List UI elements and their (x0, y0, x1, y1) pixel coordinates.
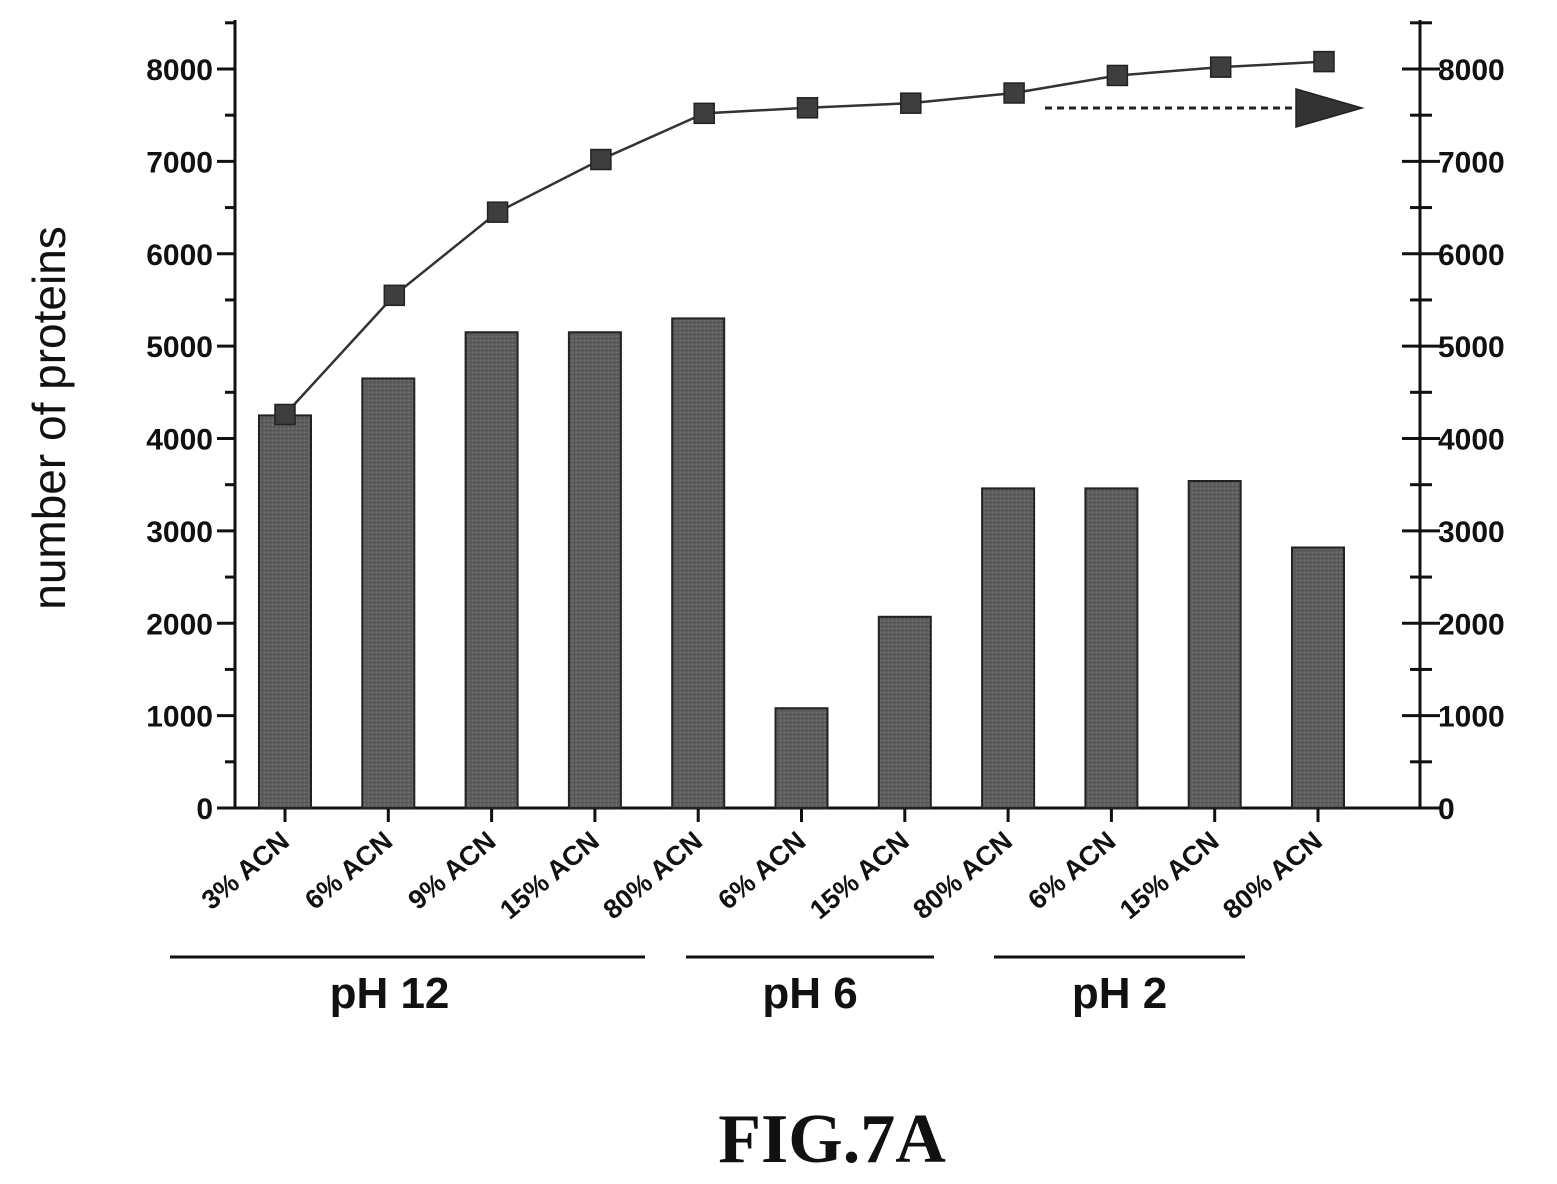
right-tick-label: 1000 (1438, 701, 1505, 734)
arrow-head (1295, 88, 1365, 128)
category-label: 15% ACN (804, 826, 914, 926)
right-tick-label: 6000 (1438, 239, 1505, 272)
line-marker (900, 92, 922, 114)
left-tick-label: 6000 (146, 239, 213, 272)
bar (567, 331, 622, 809)
line-marker (796, 97, 819, 119)
right-tick-label: 3000 (1438, 516, 1505, 549)
category-label: 80% ACN (907, 826, 1017, 926)
labels: 0 1000 2000 3000 4000 5000 6000 7000 8000 0 1000 20… (146, 54, 1505, 1018)
bar (1187, 479, 1242, 809)
right-tick-label: 2000 (1438, 608, 1505, 641)
category-label: 3% ACN (196, 826, 295, 916)
category-label: 80% ACN (598, 826, 708, 926)
left-tick-label: 3000 (146, 516, 213, 549)
figure-label: FIG.7A (718, 1101, 946, 1178)
left-tick-label: 0 (196, 793, 213, 826)
left-tick-label: 5000 (146, 331, 213, 364)
bar-series (258, 317, 1345, 809)
line-marker (590, 148, 612, 171)
line-marker (383, 284, 406, 307)
right-tick-label: 0 (1438, 793, 1455, 826)
left-tick-label: 8000 (146, 54, 213, 87)
left-tick-label: 7000 (146, 146, 213, 179)
category-label: 80% ACN (1217, 826, 1327, 926)
right-tick-label: 8000 (1438, 54, 1505, 87)
bar (774, 707, 829, 809)
line-marker (1003, 82, 1025, 104)
left-tick-label: 2000 (146, 608, 213, 641)
bar (981, 487, 1036, 809)
line-marker (486, 201, 509, 223)
right-tick-label: 4000 (1438, 424, 1505, 457)
category-label: 6% ACN (1022, 826, 1121, 916)
line-marker (274, 403, 296, 426)
left-tick-label: 1000 (146, 701, 213, 734)
line-series (274, 50, 1365, 426)
category-label: 15% ACN (1114, 826, 1224, 926)
bar (361, 377, 416, 809)
group-label: pH 12 (330, 969, 450, 1018)
line-marker (1106, 64, 1129, 87)
right-tick-label: 5000 (1438, 331, 1505, 364)
bar (1084, 487, 1139, 809)
group-label: pH 2 (1072, 969, 1167, 1018)
category-label: 9% ACN (402, 826, 501, 916)
bar (464, 331, 519, 809)
bar (258, 414, 312, 809)
category-label: 6% ACN (299, 826, 398, 916)
left-tick-label: 4000 (146, 424, 213, 457)
right-tick-label: 7000 (1438, 146, 1505, 179)
bar (1291, 546, 1345, 809)
bar (877, 615, 932, 809)
bar (671, 317, 726, 809)
category-label: 15% ACN (494, 826, 604, 926)
category-label: 6% ACN (712, 826, 811, 916)
line-marker (693, 102, 715, 125)
line-marker (1313, 50, 1335, 73)
line-marker (1209, 56, 1232, 78)
y-axis-title: number of proteins (23, 226, 75, 610)
group-label: pH 6 (762, 969, 857, 1018)
